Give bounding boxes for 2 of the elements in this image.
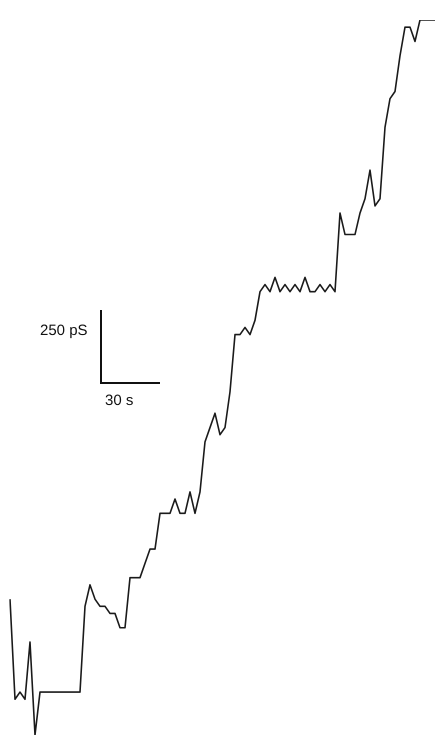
annotation: 250 pS (40, 322, 88, 339)
annotation: 30 s (105, 392, 134, 409)
